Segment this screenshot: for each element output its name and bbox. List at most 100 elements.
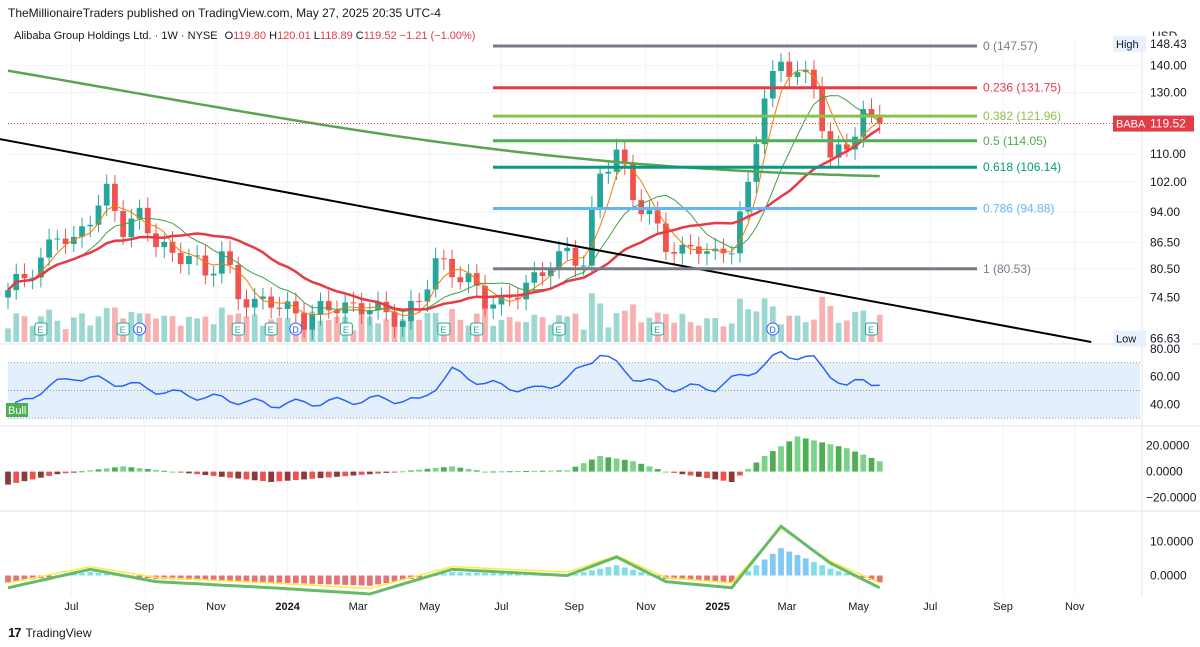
volume-bar [366, 316, 373, 342]
volume-bar [260, 325, 266, 342]
earnings-marker [34, 322, 48, 336]
price-badge-value-box [1146, 330, 1194, 347]
price-tick-label: 80.50 [1150, 262, 1180, 276]
low-label: L [313, 30, 320, 42]
candle-body [465, 273, 472, 283]
momentum-bar [383, 575, 390, 584]
fib-level-label: 0.236 (131.75) [983, 81, 1061, 95]
candle-body [630, 164, 636, 201]
momentum-bar [186, 575, 192, 580]
candle-body [835, 144, 842, 158]
candle-body [54, 238, 61, 240]
candle-body [169, 241, 176, 253]
histogram-bar [654, 469, 661, 472]
candle-body [408, 300, 414, 322]
candle-body [720, 248, 727, 254]
grid-lines [8, 40, 1140, 596]
event-letter: E [343, 325, 349, 335]
earnings-marker [339, 322, 353, 336]
momentum-bar [802, 558, 809, 576]
momentum-bar [5, 575, 11, 583]
volume-bar [169, 316, 176, 342]
histogram-bar [778, 446, 784, 472]
rsi-line [7, 350, 880, 412]
volume-bar [539, 317, 546, 342]
histogram-bar [646, 466, 653, 472]
candle-body [5, 290, 11, 298]
momentum-bar [260, 575, 266, 583]
momentum-bar [103, 573, 110, 576]
histogram-bar [144, 469, 151, 472]
price-badge-value-box [1146, 35, 1194, 52]
volume-bar [202, 316, 209, 342]
volume-bar [317, 320, 324, 342]
histogram-tick-label: 20.0000 [1146, 439, 1190, 453]
volume-bar [103, 307, 110, 342]
momentum-bar [440, 573, 447, 576]
histogram-bar [556, 470, 562, 472]
candle-body [350, 302, 357, 304]
histogram-bar [21, 471, 28, 482]
earnings-marker [116, 322, 130, 336]
candle-body [860, 109, 867, 137]
candle-body [276, 307, 283, 309]
candle-body [70, 236, 77, 245]
volume-bar [794, 315, 801, 342]
volume-bar [325, 320, 332, 342]
price-badge-name-box [1113, 115, 1147, 132]
volume-bar [687, 322, 694, 342]
histogram-bar [350, 471, 357, 476]
histogram-bar [449, 466, 455, 472]
momentum-bar [597, 568, 603, 576]
volume-bar [663, 313, 669, 342]
x-tick-label: Nov [636, 601, 656, 613]
ma-fast-line [7, 69, 881, 316]
momentum-bar [671, 575, 678, 580]
candle-body [753, 144, 760, 182]
histogram-bar [251, 471, 258, 481]
momentum-bar [177, 575, 184, 580]
volume-bar [506, 317, 513, 342]
candle-body [218, 251, 225, 274]
earnings-marker [865, 322, 879, 336]
volume-bar [210, 324, 217, 342]
momentum-bar [605, 566, 612, 576]
volume-bar [638, 322, 645, 342]
candle-body [243, 299, 250, 308]
momentum-bar [769, 553, 776, 576]
event-letter: E [473, 325, 479, 335]
price-tick-label: 74.50 [1150, 290, 1180, 304]
candle-body [62, 238, 69, 245]
volume-bar [5, 328, 11, 342]
candle-body [38, 257, 44, 278]
volume-bar [811, 319, 817, 342]
histogram-bar [325, 471, 332, 478]
momentum-bar [194, 575, 201, 581]
event-letter: E [235, 325, 241, 335]
histogram-bar [498, 471, 505, 473]
momentum-signal-line [7, 527, 881, 590]
momentum-bar [457, 572, 464, 576]
volume-bar [597, 303, 603, 342]
momentum-bar [572, 573, 579, 576]
volume-bar [424, 313, 431, 342]
volume-bar [515, 321, 521, 342]
x-tick-label: 2024 [275, 601, 300, 613]
price-badge-value: 66.63 [1150, 332, 1180, 346]
histogram-bar [704, 471, 710, 479]
candle-body [301, 313, 307, 330]
momentum-bar [728, 575, 735, 583]
price-badge-name: High [1116, 39, 1139, 51]
momentum-bar [868, 575, 875, 581]
momentum-bar [827, 568, 834, 576]
histogram-bar [243, 471, 250, 480]
histogram-bar [103, 468, 110, 472]
candle-body [564, 247, 571, 252]
price-badge-name-box [1113, 35, 1147, 52]
rsi-tick-label: 60.00 [1150, 370, 1180, 384]
candle-body [21, 273, 28, 279]
candle-body [202, 255, 209, 276]
histogram-bar [408, 470, 414, 472]
histogram-bar [860, 454, 867, 472]
